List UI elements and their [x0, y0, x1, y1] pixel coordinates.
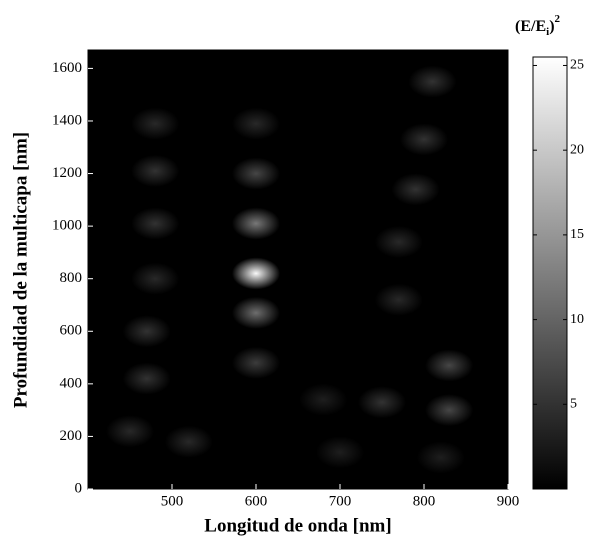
heat-spot: [122, 362, 171, 395]
x-tick-label: 700: [329, 493, 352, 509]
y-tick-label: 600: [60, 323, 83, 339]
heat-spot: [391, 173, 440, 206]
heat-spot: [131, 207, 180, 240]
y-tick-label: 0: [75, 480, 83, 496]
colorbar-label: (E/Ei)2: [515, 13, 561, 38]
heat-spot: [400, 123, 448, 156]
colorbar-tick-label: 10: [570, 312, 584, 327]
colorbar-tick-label: 15: [570, 227, 584, 242]
heat-spot: [232, 207, 280, 240]
heat-spot: [232, 107, 280, 140]
x-tick-label: 800: [413, 493, 436, 509]
x-tick-label: 500: [161, 493, 184, 509]
heat-spot: [358, 386, 406, 419]
y-tick-label: 400: [60, 375, 83, 391]
heatmap: [106, 65, 474, 474]
heat-spot: [131, 107, 180, 140]
y-tick-label: 800: [60, 270, 83, 286]
colorbar-tick-label: 5: [570, 397, 577, 412]
y-tick-label: 1400: [52, 112, 82, 128]
heat-spot: [164, 425, 213, 458]
y-tick-label: 200: [60, 428, 83, 444]
heat-spot: [425, 394, 474, 427]
heat-spot: [374, 225, 423, 258]
heat-spot: [232, 296, 280, 329]
heat-spot: [131, 154, 180, 187]
heat-spot: [131, 262, 180, 295]
heat-spot: [299, 383, 348, 416]
heat-spot: [425, 349, 474, 382]
heat-spot: [122, 315, 171, 348]
heat-spot: [316, 436, 364, 469]
heat-spot: [416, 441, 465, 474]
x-axis-label: Longitud de onda [nm]: [204, 515, 391, 536]
colorbar: [532, 56, 568, 490]
y-tick-label: 1600: [52, 60, 82, 76]
heat-spot: [106, 415, 154, 448]
y-tick-label: 1200: [52, 165, 82, 181]
x-tick-label: 900: [497, 493, 520, 509]
heat-spot: [232, 257, 280, 290]
plot-frame: [87, 49, 509, 490]
heat-spot: [232, 346, 280, 379]
y-tick-label: 1000: [52, 218, 82, 234]
heat-spot: [408, 65, 457, 98]
x-tick-label: 600: [245, 493, 268, 509]
heat-spot: [232, 157, 280, 190]
heat-spot: [374, 283, 423, 316]
colorbar-tick-label: 20: [570, 142, 584, 157]
y-axis-label: Profundidad de la multicapa [nm]: [10, 132, 31, 408]
colorbar-tick-label: 25: [570, 58, 584, 73]
